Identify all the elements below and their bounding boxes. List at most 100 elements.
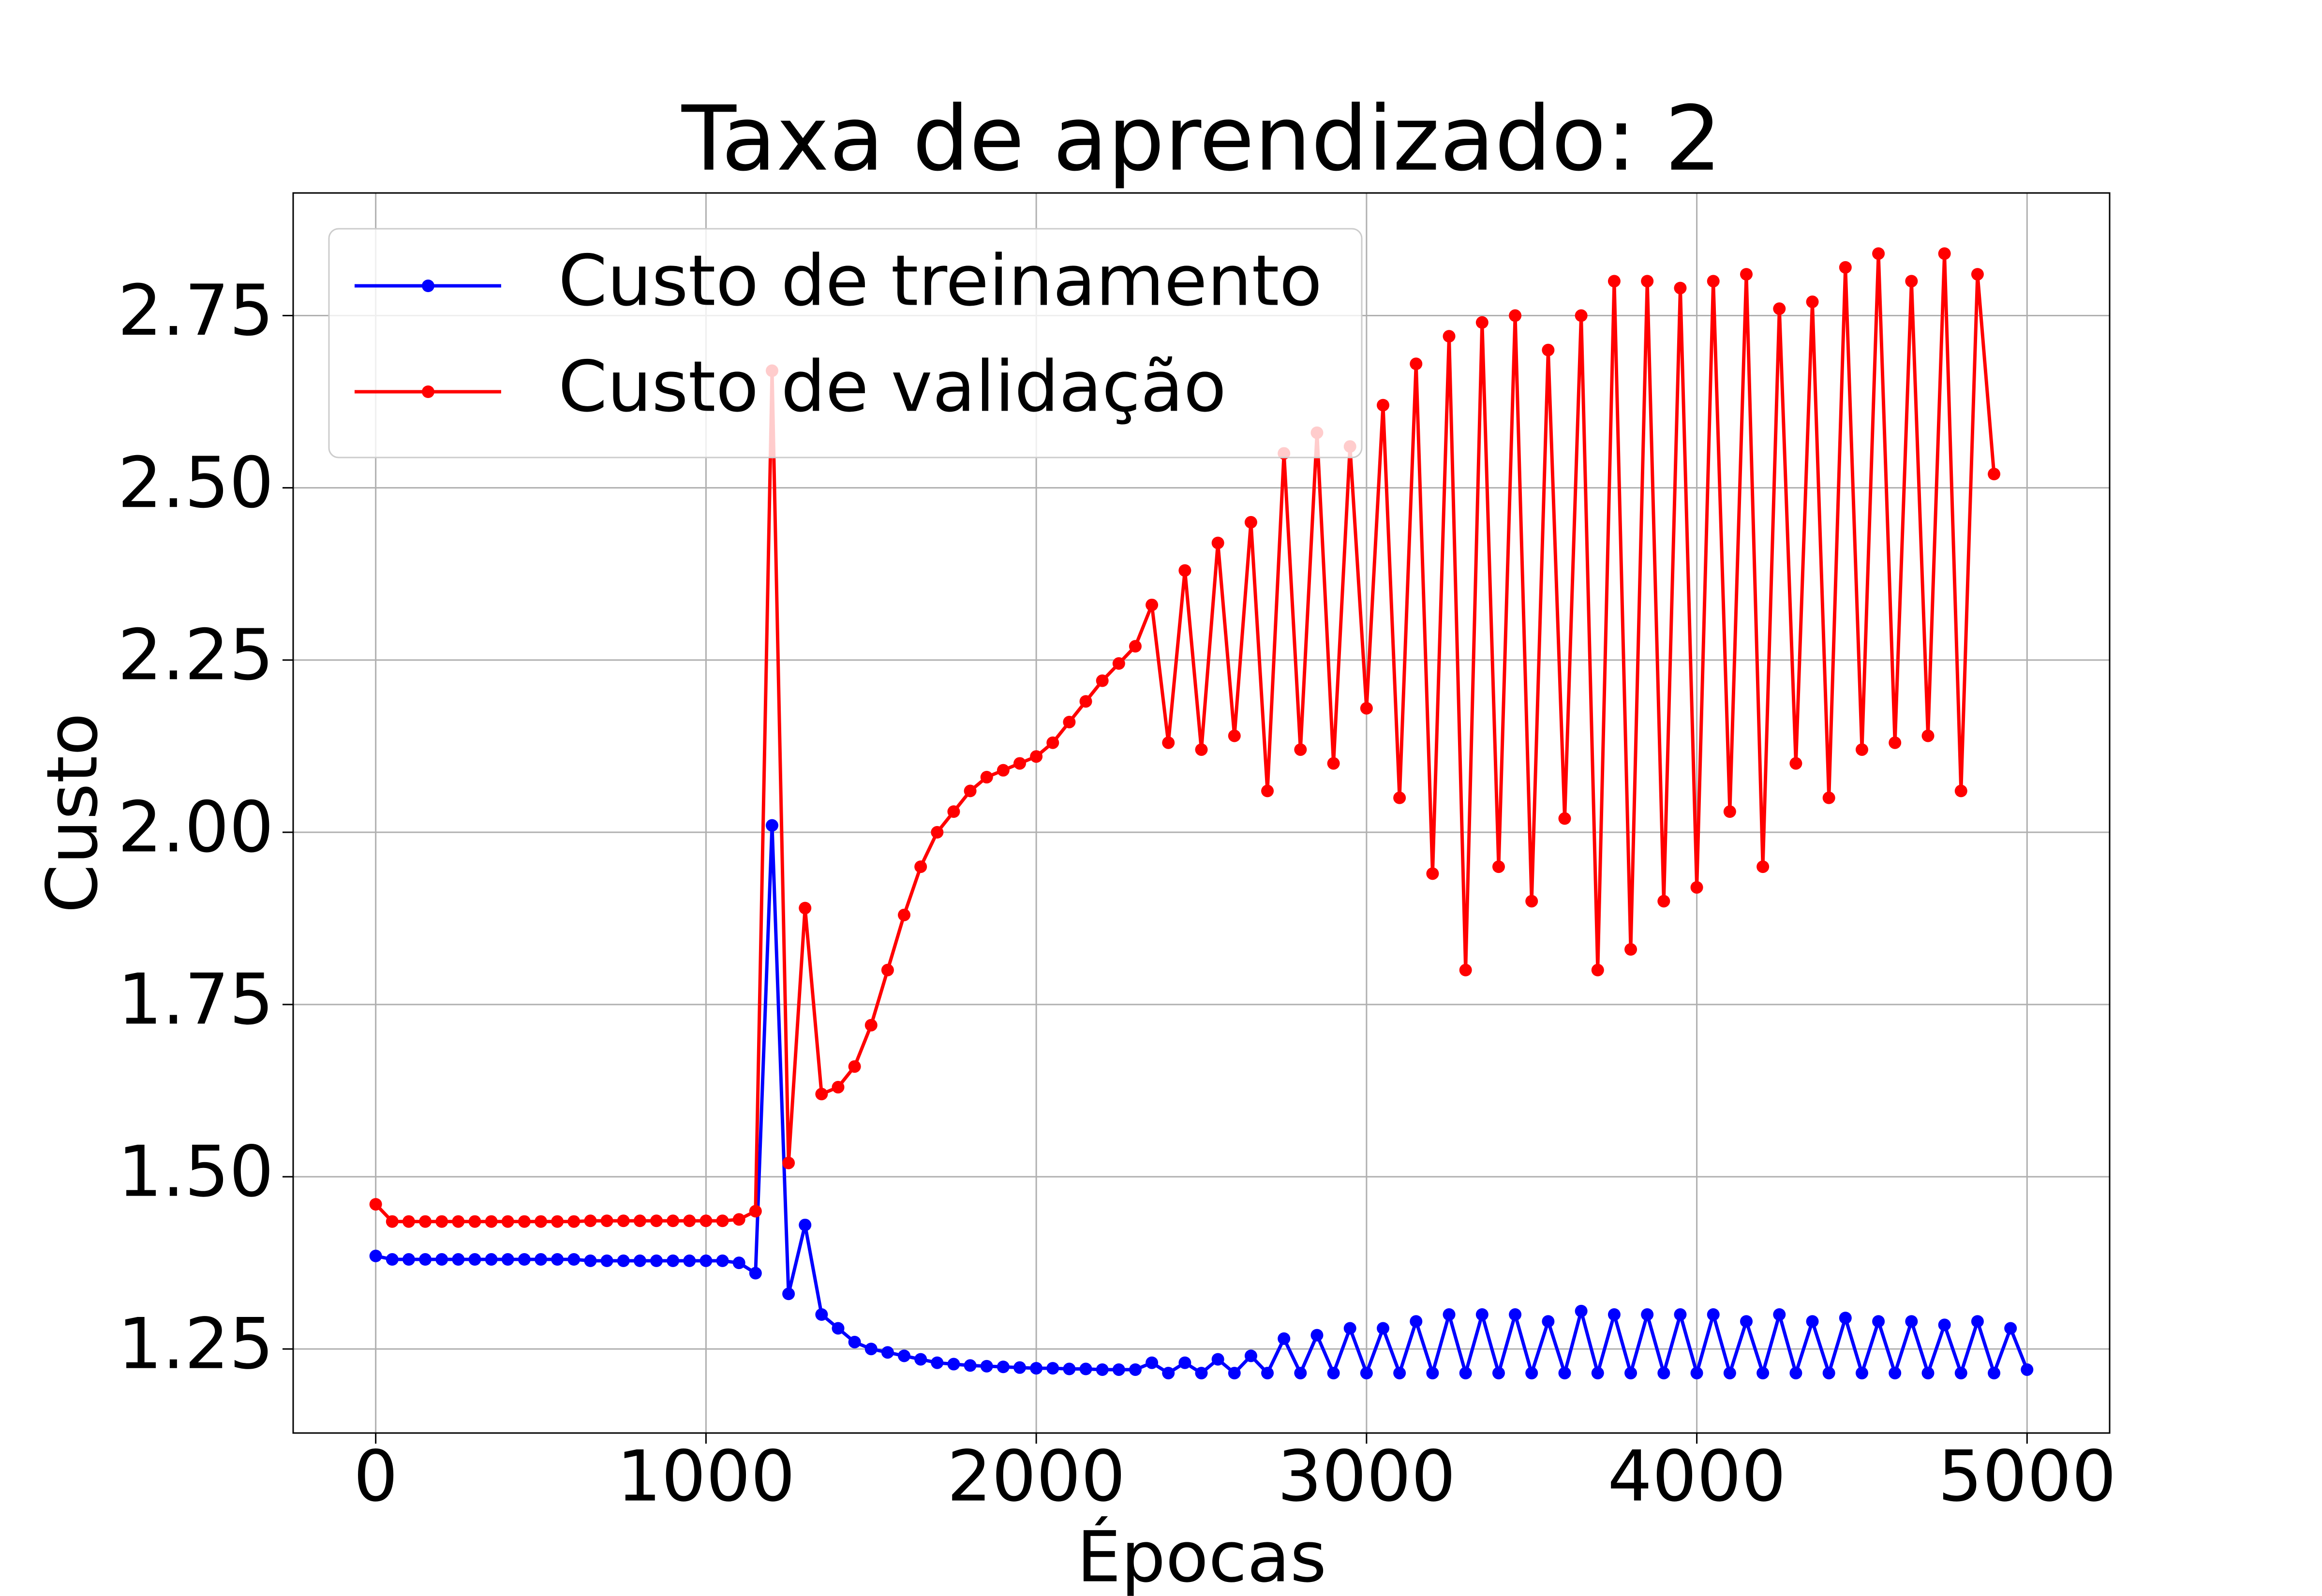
data-point — [732, 1213, 745, 1226]
data-point — [1410, 357, 1423, 370]
data-point — [1872, 1315, 1885, 1328]
data-point — [1988, 1367, 2001, 1380]
data-point — [1723, 1367, 1736, 1380]
data-point — [1459, 1367, 1472, 1380]
data-point — [1162, 1367, 1175, 1380]
data-point — [1756, 860, 1770, 873]
data-point — [898, 1349, 911, 1362]
data-point — [1327, 1367, 1340, 1380]
data-point — [1707, 1308, 1720, 1321]
data-point — [1146, 1356, 1159, 1369]
data-point — [683, 1214, 696, 1227]
data-point — [1443, 330, 1456, 343]
data-point — [1261, 784, 1274, 798]
data-point — [485, 1215, 498, 1228]
data-point — [964, 784, 977, 798]
data-point — [1971, 268, 1984, 281]
data-point — [1938, 247, 1951, 260]
data-point — [1674, 281, 1687, 295]
legend-marker — [422, 385, 434, 398]
data-point — [1575, 309, 1588, 322]
data-point — [848, 1335, 861, 1348]
data-point — [1146, 598, 1159, 611]
data-point — [402, 1253, 415, 1266]
data-point — [567, 1215, 580, 1228]
x-tick-label: 5000 — [1938, 1436, 2116, 1518]
data-point — [947, 805, 960, 818]
data-point — [1228, 729, 1241, 742]
data-point — [864, 1019, 878, 1032]
plot-frame — [292, 192, 2111, 1434]
data-point — [1773, 1308, 1786, 1321]
data-point — [1178, 564, 1191, 577]
data-point — [832, 1322, 845, 1335]
data-point — [700, 1214, 713, 1227]
legend: Custo de treinamento Custo de validação — [328, 228, 1363, 458]
data-point — [1079, 695, 1092, 708]
data-point — [881, 963, 894, 976]
data-point — [1509, 1308, 1522, 1321]
data-point — [1690, 1367, 1703, 1380]
data-point — [1624, 1367, 1637, 1380]
data-point — [1294, 743, 1307, 756]
data-point — [1178, 1356, 1191, 1369]
data-point — [1492, 860, 1505, 873]
data-point — [1096, 1363, 1109, 1376]
data-point — [667, 1254, 680, 1267]
data-point — [1723, 805, 1736, 818]
data-point — [501, 1215, 514, 1228]
data-point — [1475, 316, 1488, 329]
data-point — [997, 764, 1010, 777]
x-tick-label: 0 — [354, 1436, 398, 1518]
data-point — [683, 1254, 696, 1267]
data-point — [1740, 1315, 1753, 1328]
data-point — [898, 908, 911, 921]
y-tick-label: 1.75 — [118, 959, 274, 1041]
data-point — [1690, 881, 1703, 894]
data-point — [1046, 736, 1059, 749]
data-point — [535, 1253, 548, 1266]
data-point — [1112, 657, 1125, 670]
data-point — [1591, 963, 1604, 976]
data-point — [1063, 1362, 1076, 1375]
data-point — [1657, 895, 1670, 908]
data-point — [1195, 743, 1208, 756]
data-point — [650, 1214, 663, 1227]
data-point — [716, 1214, 729, 1227]
data-point — [1244, 516, 1257, 529]
data-point — [1558, 812, 1571, 825]
data-point — [1294, 1367, 1307, 1380]
data-point — [1822, 791, 1835, 804]
data-point — [650, 1254, 663, 1267]
data-point — [1030, 1362, 1043, 1375]
data-point — [1575, 1304, 1588, 1317]
data-point — [881, 1346, 894, 1359]
data-point — [1855, 743, 1868, 756]
data-point — [1211, 536, 1224, 549]
data-point — [667, 1214, 680, 1227]
data-point — [452, 1253, 465, 1266]
data-point — [1310, 1329, 1324, 1342]
data-point — [1360, 702, 1373, 715]
data-point — [1905, 275, 1918, 288]
data-point — [1608, 1308, 1621, 1321]
data-point — [964, 1359, 977, 1372]
data-point — [1954, 1367, 1967, 1380]
y-tick-label: 2.00 — [118, 786, 274, 868]
data-point — [1591, 1367, 1604, 1380]
data-point — [1327, 757, 1340, 770]
data-point — [1228, 1367, 1241, 1380]
data-point — [1278, 1332, 1291, 1345]
data-point — [815, 1308, 828, 1321]
data-point — [617, 1254, 630, 1267]
data-point — [402, 1215, 415, 1228]
data-point — [1063, 715, 1076, 728]
data-point — [1426, 1367, 1439, 1380]
data-point — [485, 1253, 498, 1266]
data-point — [435, 1253, 448, 1266]
data-point — [1756, 1367, 1770, 1380]
data-point — [468, 1215, 481, 1228]
data-point — [1410, 1315, 1423, 1328]
data-point — [1921, 729, 1935, 742]
data-point — [931, 1356, 944, 1369]
